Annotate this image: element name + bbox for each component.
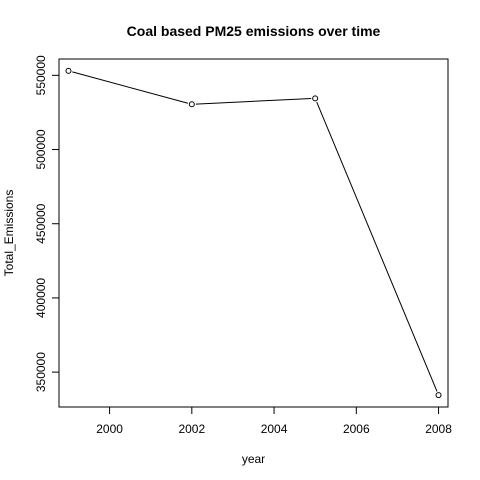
y-tick-label: 400000 (34, 278, 48, 318)
y-axis: 350000 400000 450000 500000 550000 (34, 55, 60, 392)
x-tick-label: 2002 (178, 422, 205, 436)
x-axis: 2000 2002 2004 2006 2008 (96, 406, 452, 436)
y-tick-label: 450000 (34, 203, 48, 243)
series-line-segment (72, 71, 189, 104)
x-tick-label: 2004 (261, 422, 288, 436)
y-tick-label: 550000 (34, 55, 48, 95)
x-tick-label: 2000 (96, 422, 123, 436)
x-axis-label: year (242, 452, 265, 466)
data-point (188, 101, 195, 108)
data-point (435, 392, 442, 399)
series-line-segment (316, 101, 438, 392)
x-tick-label: 2008 (425, 422, 452, 436)
x-tick-label: 2006 (343, 422, 370, 436)
data-point (312, 95, 319, 102)
series-line-segment (195, 98, 312, 105)
emissions-series (65, 67, 442, 399)
plot-frame (58, 58, 449, 408)
chart-title: Coal based PM25 emissions over time (127, 23, 381, 39)
y-tick-label: 500000 (34, 129, 48, 169)
data-point (65, 67, 72, 74)
y-tick-label: 350000 (34, 352, 48, 392)
y-axis-label: Total_Emissions (2, 190, 16, 277)
